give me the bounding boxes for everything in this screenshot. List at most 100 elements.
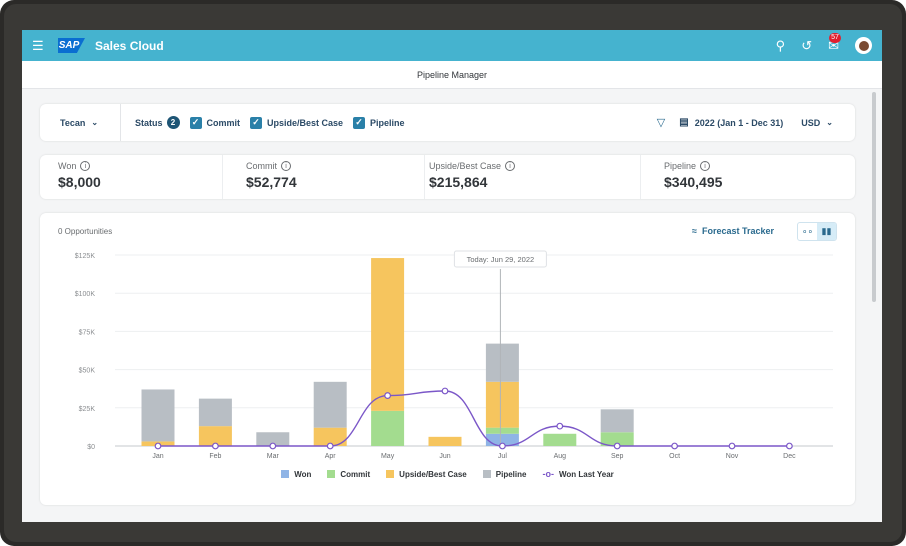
legend-item[interactable]: Upside/Best Case: [386, 469, 467, 479]
legend-swatch: [281, 470, 290, 478]
checkbox-commit[interactable]: ✓ Commit: [189, 116, 240, 129]
bar-segment: [600, 409, 634, 433]
divider: [640, 155, 641, 199]
date-range-picker[interactable]: ▤ 2022 (Jan 1 - Dec 31): [679, 117, 783, 128]
bar-segment: [371, 410, 405, 446]
bar-segment: [428, 436, 462, 446]
user-avatar[interactable]: [855, 37, 872, 54]
legend-label: Won: [294, 469, 312, 479]
search-icon[interactable]: ⚲: [775, 37, 786, 53]
y-tick-label: $50K: [79, 368, 96, 375]
kpi-label: Upside/Best Case: [429, 161, 502, 171]
line-point: [326, 442, 334, 450]
checkbox-label: Pipeline: [370, 117, 405, 128]
line-point: [499, 442, 506, 450]
divider: [120, 104, 121, 141]
kpi-value: $8,000: [58, 174, 101, 190]
y-tick-label: $25K: [79, 406, 96, 413]
bar-segment: [600, 432, 634, 446]
kpi-label: Pipeline: [664, 161, 697, 171]
checkbox-checked-icon: ✓: [250, 116, 263, 129]
menu-icon[interactable]: ☰: [32, 37, 44, 53]
status-label: Status: [135, 117, 163, 128]
line-point: [556, 422, 564, 430]
y-tick-label: $125K: [75, 253, 96, 260]
kpi-value: $215,864: [429, 174, 488, 190]
legend-item[interactable]: Pipeline: [482, 469, 526, 479]
forecast-tracker-label: Forecast Tracker: [701, 226, 774, 236]
kpi-won: Won i $8,000: [58, 161, 101, 190]
chart-card: 0 Opportunities ≈ Forecast Tracker ∘∘ ▮▮…: [40, 213, 855, 505]
pipeline-chart: $0 $25K $50K $75K $100K $125K Jan Feb Mar Apr May J…: [75, 250, 833, 460]
checkbox-checked-icon: ✓: [353, 116, 366, 129]
account-select-value: Tecan: [60, 117, 86, 128]
legend-item[interactable]: Won: [281, 469, 311, 479]
info-icon[interactable]: i: [700, 161, 711, 171]
today-label: Today: Jun 29, 2022: [467, 255, 535, 264]
bar-segment: [485, 433, 519, 446]
x-tick-label: Jun: [439, 453, 450, 460]
bar-segment: [313, 427, 347, 446]
bar-segment: [371, 258, 405, 411]
checkbox-checked-icon: ✓: [189, 116, 202, 129]
currency-value: USD: [801, 117, 821, 128]
divider: [424, 155, 425, 199]
avatar-image: [858, 40, 869, 51]
bar-segment: [256, 432, 290, 446]
notifications-button[interactable]: ✉ 57: [828, 32, 841, 54]
line-point: [671, 442, 678, 450]
legend-line-marker-icon: -o-: [542, 469, 554, 479]
legend-label: Upside/Best Case: [399, 469, 467, 479]
history-icon[interactable]: ↺: [801, 37, 813, 53]
bell-icon: ✉: [828, 37, 839, 53]
legend-swatch: [327, 470, 336, 478]
info-icon[interactable]: i: [80, 161, 91, 171]
line-point: [269, 442, 277, 450]
app-name: Sales Cloud: [95, 38, 164, 53]
app-screen: ☰ SAP Sales Cloud ⚲ ↺ ✉ 57 Pipeline Mana…: [22, 30, 882, 522]
line-point: [441, 387, 449, 395]
kpi-bar: Won i $8,000 Commit i $52,774 Upside/Best …: [40, 155, 855, 199]
sap-logo[interactable]: SAP: [58, 38, 85, 53]
y-tick-label: $0: [87, 444, 95, 451]
kpi-value: $52,774: [246, 174, 297, 190]
x-tick-label: Dec: [783, 453, 796, 460]
kpi-upside: Upside/Best Case i $215,864: [429, 161, 516, 190]
status-filter[interactable]: Status 2: [135, 116, 180, 129]
info-icon[interactable]: i: [505, 161, 516, 171]
notification-count-badge: 57: [829, 32, 841, 43]
currency-select[interactable]: USD ⌄: [801, 118, 833, 128]
checkbox-pipeline[interactable]: ✓ Pipeline: [353, 116, 405, 129]
x-tick-label: Aug: [554, 453, 567, 460]
bar-view-icon[interactable]: ▮▮: [817, 223, 836, 240]
bar-segment: [485, 381, 519, 428]
checkbox-upside[interactable]: ✓ Upside/Best Case: [250, 116, 343, 129]
legend-swatch: [482, 470, 491, 478]
scatter-view-icon[interactable]: ∘∘: [801, 226, 814, 236]
shell-bar: ☰ SAP Sales Cloud ⚲ ↺ ✉ 57: [22, 30, 882, 61]
legend-item[interactable]: Commit: [327, 469, 370, 479]
bar-segment: [543, 433, 577, 446]
legend-label: Commit: [340, 469, 371, 479]
bar-segment: [485, 427, 519, 434]
x-tick-label: Jan: [152, 453, 163, 460]
today-tooltip: [453, 250, 547, 268]
divider: [222, 155, 223, 199]
legend-swatch: [386, 470, 395, 478]
account-select[interactable]: Tecan ⌄: [60, 118, 120, 128]
line-point: [786, 442, 793, 450]
date-range-value: 2022 (Jan 1 - Dec 31): [694, 117, 784, 128]
vertical-scrollbar[interactable]: [872, 92, 876, 302]
x-tick-label: Mar: [267, 453, 280, 460]
filter-icon[interactable]: ▽: [656, 117, 666, 129]
trend-icon: ≈: [692, 226, 697, 236]
status-count-badge: 2: [166, 116, 180, 129]
opportunities-count: 0 Opportunities: [58, 227, 113, 236]
legend-label: Won Last Year: [558, 469, 614, 479]
y-tick-label: $100K: [75, 291, 96, 298]
page-header: Pipeline Manager: [22, 61, 882, 89]
legend-item[interactable]: -o- Won Last Year: [542, 469, 613, 479]
info-icon[interactable]: i: [281, 161, 291, 171]
won-last-year-line: [158, 390, 790, 447]
forecast-tracker-button[interactable]: ≈ Forecast Tracker: [692, 226, 774, 236]
